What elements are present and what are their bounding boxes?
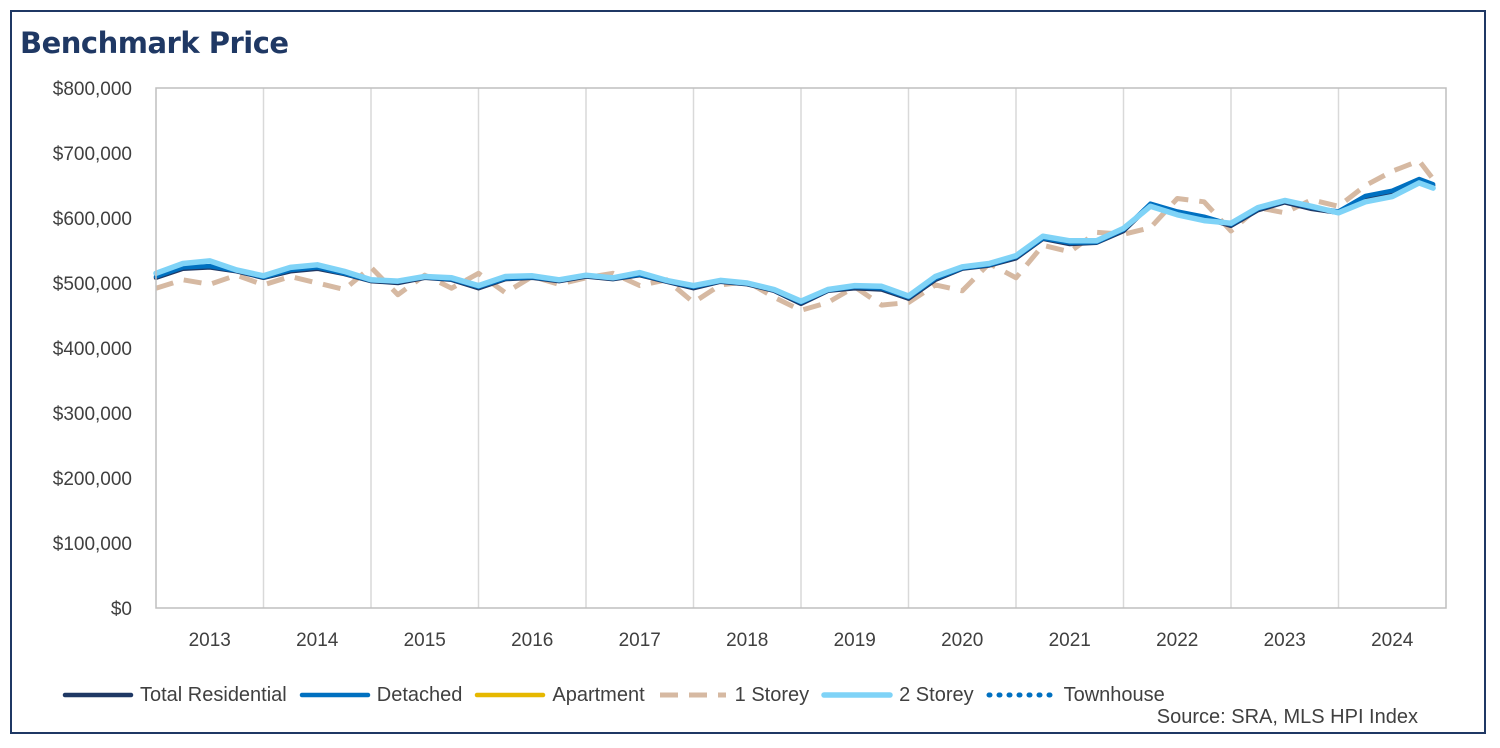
y-tick-label: $500,000	[53, 274, 132, 295]
legend-label: Apartment	[552, 683, 645, 706]
chart-title: Benchmark Price	[20, 26, 289, 60]
y-tick-label: $400,000	[53, 339, 132, 360]
legend-swatch	[62, 692, 134, 698]
legend-label: Townhouse	[1063, 683, 1165, 706]
legend-item-apartment: Apartment	[474, 683, 645, 707]
y-tick-label: $700,000	[53, 144, 132, 165]
x-tick-label: 2020	[941, 630, 983, 651]
y-tick-label: $100,000	[53, 534, 132, 555]
legend-swatch	[299, 692, 370, 698]
x-tick-label: 2024	[1371, 630, 1414, 651]
x-tick-label: 2018	[726, 630, 768, 651]
y-axis-ticks: $800,000 $700,000 $600,000 $500,000 $400,000…	[53, 79, 132, 620]
grid-lines	[262, 88, 1340, 608]
legend-swatch	[659, 692, 726, 698]
series-lines	[153, 158, 1436, 313]
x-tick-label: 2013	[189, 630, 231, 651]
legend-swatch	[475, 692, 546, 698]
x-tick-label: 2022	[1156, 630, 1198, 651]
legend-item-total-residential: Total Residential	[62, 684, 287, 707]
legend-item-detached: Detached	[299, 683, 463, 707]
chart-frame	[10, 10, 1486, 734]
legend: Total Residential Detached Apartment 1 Stor…	[62, 682, 1177, 708]
x-tick-label: 2023	[1264, 630, 1306, 651]
legend-label: 2 Storey	[899, 683, 974, 706]
legend-item-2-storey: 2 Storey	[821, 683, 974, 707]
series-line-2-storey	[153, 180, 1436, 304]
source-note: Source: SRA, MLS HPI Index	[1156, 706, 1418, 728]
x-tick-label: 2015	[404, 630, 446, 651]
x-tick-label: 2017	[619, 630, 661, 651]
x-tick-label: 2019	[834, 630, 876, 651]
series-line-1-storey	[155, 158, 1436, 313]
series-line-detached	[153, 176, 1436, 305]
x-axis-ticks: 2013 2014 2015 2016 2017 2018 2019 2020 2021 2022…	[189, 630, 1414, 651]
legend-swatch	[986, 692, 1058, 698]
legend-label: Detached	[376, 683, 463, 706]
legend-swatch	[821, 692, 893, 698]
legend-item-1-storey: 1 Storey	[657, 684, 809, 707]
x-tick-label: 2021	[1049, 630, 1091, 651]
y-tick-label: $0	[111, 599, 132, 620]
legend-label: 1 Storey	[734, 683, 810, 706]
y-tick-label: $200,000	[53, 469, 132, 490]
legend-label: Total Residential	[140, 683, 287, 706]
plot-area-border	[155, 87, 1447, 609]
series-line-total-residential	[153, 178, 1436, 307]
x-tick-label: 2014	[296, 630, 339, 651]
y-tick-label: $800,000	[53, 79, 132, 100]
y-tick-label: $300,000	[53, 404, 132, 425]
legend-item-townhouse: Townhouse	[986, 684, 1165, 707]
x-tick-label: 2016	[511, 630, 553, 651]
y-tick-label: $600,000	[53, 209, 132, 230]
